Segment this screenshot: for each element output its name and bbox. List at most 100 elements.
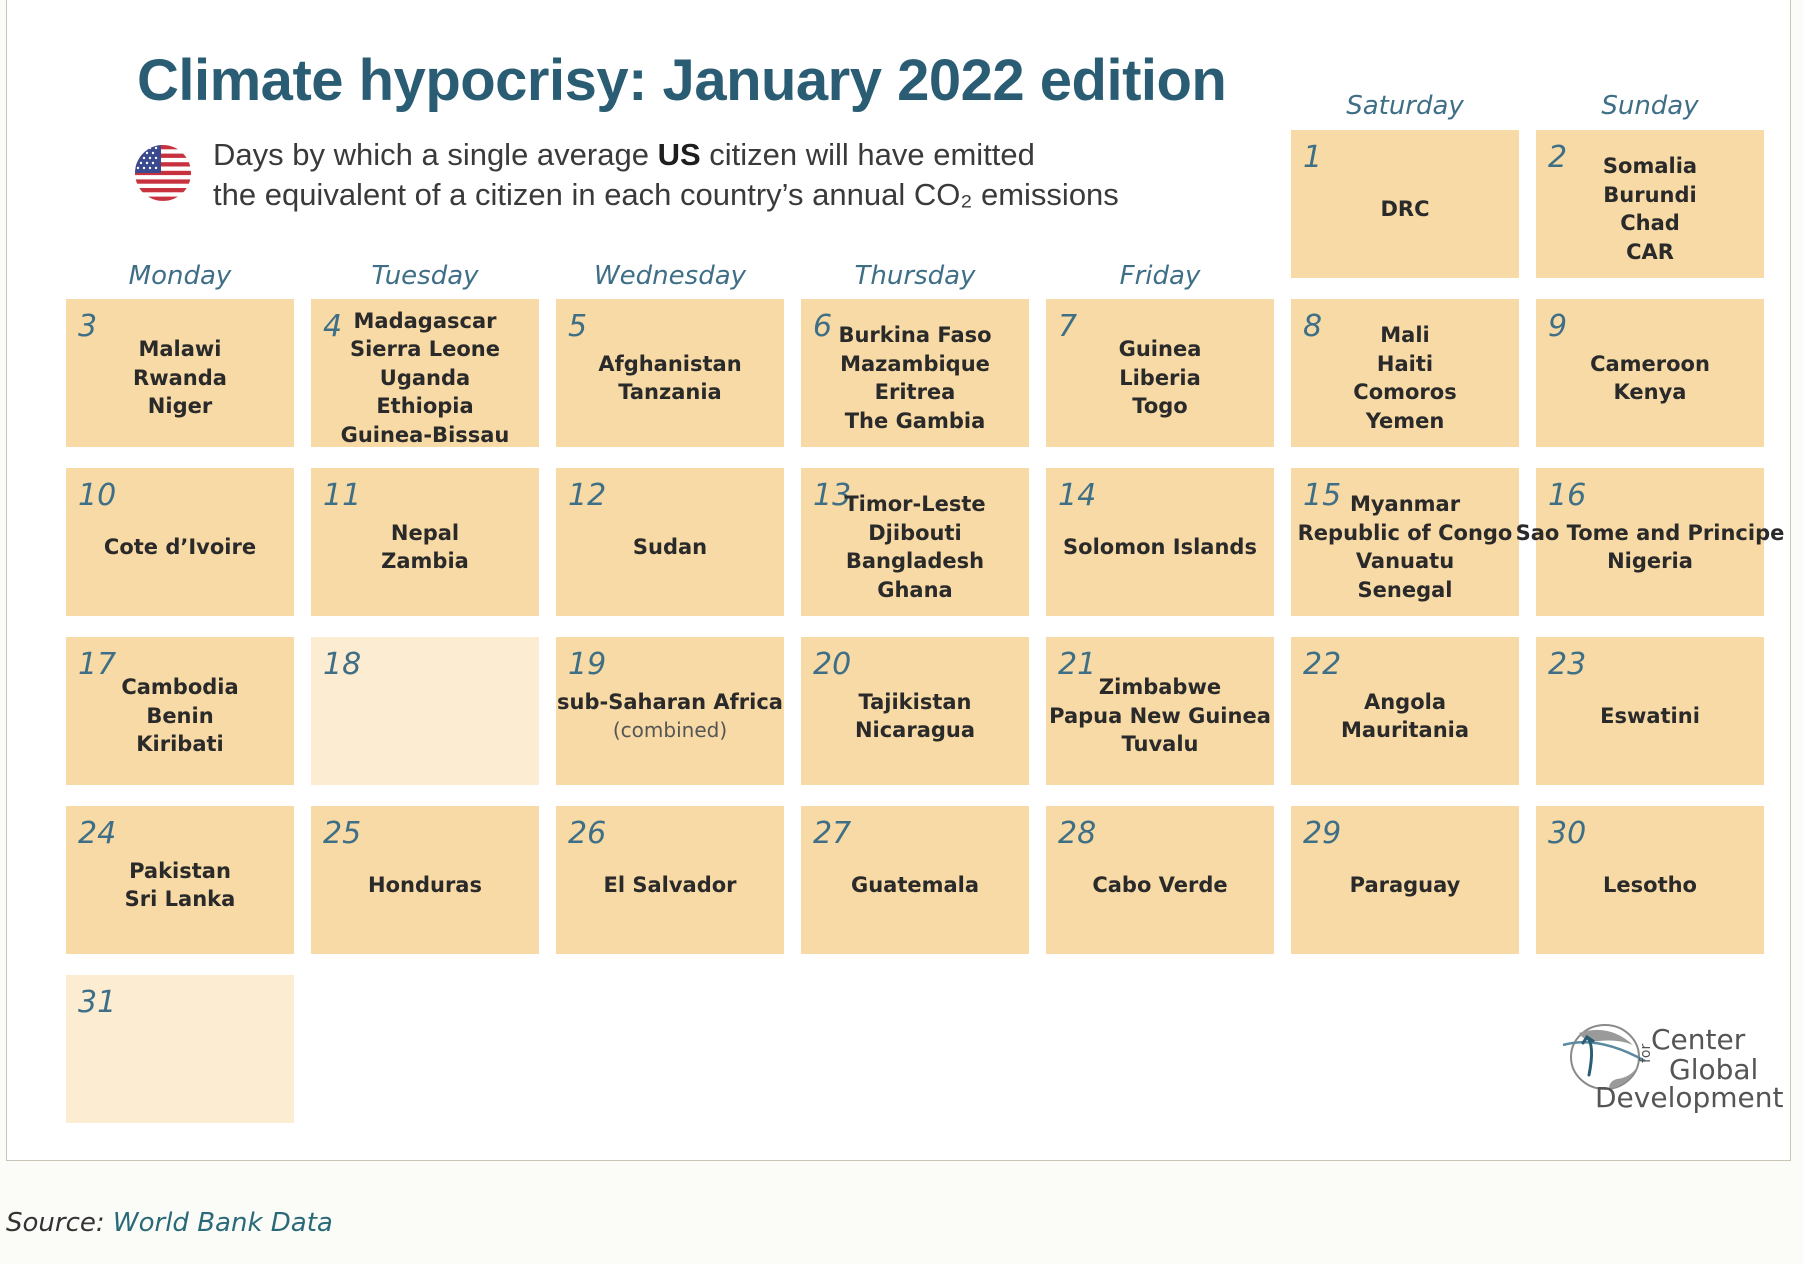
country-name: Togo xyxy=(1132,394,1188,419)
country-name: Tanzania xyxy=(618,380,722,404)
country-list: Cambodia Benin Kiribati xyxy=(66,647,294,785)
country-name: Sudan xyxy=(632,534,708,559)
day-number: 25 xyxy=(323,816,362,851)
country-name: Timor-Leste xyxy=(844,492,986,516)
country-name: Madagascar xyxy=(353,308,497,333)
weekday-tuesday: Tuesday xyxy=(371,261,479,291)
weekday-monday: Monday xyxy=(128,261,232,291)
day-number: 6 xyxy=(813,309,833,344)
country-name: Benin xyxy=(146,703,214,728)
day-cell-28: 28 Cabo Verde xyxy=(1046,806,1274,954)
country-list: Zimbabwe Papua New Guinea Tuvalu xyxy=(1046,647,1274,785)
country-list xyxy=(66,985,294,1123)
country-name: Senegal xyxy=(1357,577,1453,602)
country-list: Tajikistan Nicaragua xyxy=(801,647,1029,785)
country-name: Cambodia xyxy=(121,675,239,700)
country-name: Sao Tome and Principe xyxy=(1515,520,1785,545)
day-cell-19: 19 sub-Saharan Africa (combined) xyxy=(556,637,784,785)
country-name: DRC xyxy=(1380,196,1430,221)
country-name: Uganda xyxy=(379,365,471,390)
country-name: Nepal xyxy=(390,520,460,545)
day-cell-17: 17 Cambodia Benin Kiribati xyxy=(66,637,294,785)
day-cell-1: 1 DRC xyxy=(1291,130,1519,278)
day-number: 23 xyxy=(1548,647,1587,682)
country-name: Cote d’Ivoire xyxy=(103,534,257,559)
day-cell-7: 7 Guinea Liberia Togo xyxy=(1046,299,1274,447)
country-list: Sao Tome and Principe Nigeria xyxy=(1516,478,1785,616)
day-number: 5 xyxy=(568,309,588,344)
country-name: Angola xyxy=(1363,689,1447,714)
country-name: Guatemala xyxy=(850,872,980,897)
country-list: Mali Haiti Comoros Yemen xyxy=(1291,309,1519,447)
day-number: 16 xyxy=(1548,478,1587,513)
page-title: Climate hypocrisy: January 2022 edition xyxy=(137,48,1227,113)
country-name: Vanuatu xyxy=(1355,549,1455,573)
weekday-thursday: Thursday xyxy=(854,261,976,291)
country-list xyxy=(311,647,539,785)
globe-logo-icon xyxy=(1562,1024,1646,1090)
day-cell-2: 2 Somalia Burundi Chad CAR xyxy=(1536,130,1764,278)
country-name: Pakistan xyxy=(129,858,231,883)
day-cell-30: 30 Lesotho xyxy=(1536,806,1764,954)
country-list: Somalia Burundi Chad CAR xyxy=(1536,140,1764,278)
country-list: Madagascar Sierra Leone Uganda Ethiopia Guin… xyxy=(311,309,539,447)
country-name: Myanmar xyxy=(1349,492,1461,516)
logo-line-global: Global xyxy=(1669,1053,1759,1086)
cgd-logo: Center for Global Development xyxy=(1559,1011,1799,1121)
country-list: Timor-Leste Djibouti Bangladesh Ghana xyxy=(801,478,1029,616)
country-name: Zambia xyxy=(381,549,469,573)
day-number: 7 xyxy=(1058,309,1078,344)
country-list: Pakistan Sri Lanka xyxy=(66,816,294,954)
day-cell-4: 4 Madagascar Sierra Leone Uganda Ethiopia Gui… xyxy=(311,299,539,447)
day-cell-15: 15 Myanmar Republic of Congo Vanuatu Senegal xyxy=(1291,468,1519,616)
country-name: Rwanda xyxy=(133,365,227,390)
country-name: Eswatini xyxy=(1600,703,1700,728)
country-list: Eswatini xyxy=(1536,647,1764,785)
day-cell-27: 27 Guatemala xyxy=(801,806,1029,954)
day-number: 2 xyxy=(1548,140,1568,175)
weekday-sunday: Sunday xyxy=(1601,91,1699,121)
day-number: 1 xyxy=(1303,140,1323,175)
weekday-wednesday: Wednesday xyxy=(593,261,747,291)
country-list: Lesotho xyxy=(1536,816,1764,954)
country-name: Solomon Islands xyxy=(1063,534,1257,559)
day-cell-24: 24 Pakistan Sri Lanka xyxy=(66,806,294,954)
country-name: Honduras xyxy=(368,872,482,897)
day-cell-18: 18 xyxy=(311,637,539,785)
country-name: Chad xyxy=(1620,211,1680,235)
day-number: 3 xyxy=(78,309,98,344)
country-list: DRC xyxy=(1291,140,1519,278)
country-list: Cameroon Kenya xyxy=(1536,309,1764,447)
day-cell-6: 6 Burkina Faso Mazambique Eritrea The Gambia xyxy=(801,299,1029,447)
country-name: Sri Lanka xyxy=(124,887,236,911)
us-flag-icon xyxy=(135,145,191,201)
country-list: Angola Mauritania xyxy=(1291,647,1519,785)
country-list: Cote d’Ivoire xyxy=(66,478,294,616)
country-name: Mazambique xyxy=(840,351,990,376)
country-list: Nepal Zambia xyxy=(311,478,539,616)
country-name: Afghanistan xyxy=(598,351,742,376)
country-list: Cabo Verde xyxy=(1046,816,1274,954)
day-cell-25: 25 Honduras xyxy=(311,806,539,954)
country-name: Guinea-Bissau xyxy=(340,422,510,447)
day-cell-26: 26 El Salvador xyxy=(556,806,784,954)
country-name: Somalia xyxy=(1602,154,1698,178)
day-number: 24 xyxy=(78,816,117,851)
country-name: Niger xyxy=(147,394,213,419)
day-number: 15 xyxy=(1303,478,1342,513)
day-cell-31: 31 xyxy=(66,975,294,1123)
country-list: Sudan xyxy=(556,478,784,616)
country-name: Liberia xyxy=(1119,365,1201,390)
day-number: 10 xyxy=(78,478,117,513)
day-number: 17 xyxy=(78,647,117,682)
country-name: Mali xyxy=(1380,323,1430,347)
source-link[interactable]: World Bank Data xyxy=(112,1208,333,1238)
subtitle-line-1: Days by which a single average US citize… xyxy=(213,137,1035,172)
country-name: Zimbabwe xyxy=(1098,675,1222,700)
country-list: Guinea Liberia Togo xyxy=(1046,309,1274,447)
country-name: Burkina Faso xyxy=(838,323,992,347)
country-name: Republic of Congo xyxy=(1297,520,1513,545)
day-cell-21: 21 Zimbabwe Papua New Guinea Tuvalu xyxy=(1046,637,1274,785)
country-list: Malawi Rwanda Niger xyxy=(66,309,294,447)
country-name: Malawi xyxy=(138,337,222,362)
